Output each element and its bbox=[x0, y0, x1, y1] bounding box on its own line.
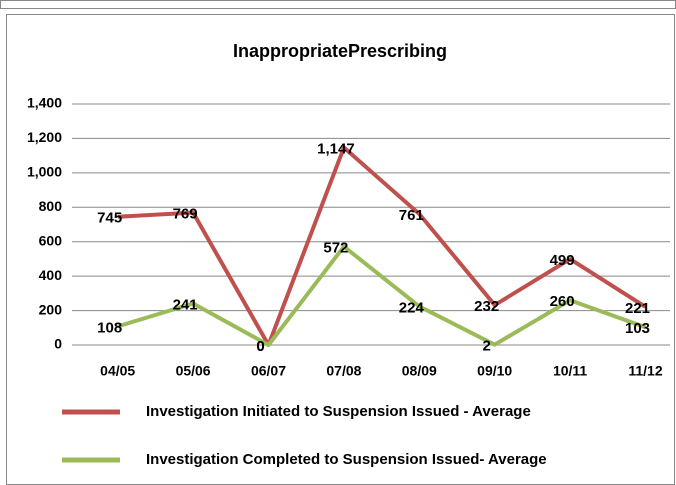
y-tick-label: 0 bbox=[54, 336, 62, 352]
y-tick-label: 800 bbox=[39, 198, 63, 214]
x-tick-label: 06/07 bbox=[251, 363, 286, 379]
data-label: 745 bbox=[97, 210, 122, 227]
x-tick-label: 05/06 bbox=[176, 363, 211, 379]
data-label: 0 bbox=[256, 338, 264, 355]
x-tick-label: 09/10 bbox=[477, 363, 512, 379]
data-label: 221 bbox=[625, 300, 650, 317]
x-tick-label: 08/09 bbox=[402, 363, 437, 379]
legend-label: Investigation Initiated to Suspension Is… bbox=[146, 403, 531, 420]
data-label: 2 bbox=[483, 338, 491, 355]
y-tick-label: 600 bbox=[39, 232, 63, 248]
data-label: 572 bbox=[323, 240, 348, 257]
y-tick-label: 200 bbox=[39, 301, 63, 317]
data-label: 499 bbox=[550, 252, 575, 269]
data-label: 224 bbox=[399, 299, 425, 316]
x-tick-label: 07/08 bbox=[326, 363, 361, 379]
data-label: 1,147 bbox=[317, 141, 355, 158]
y-tick-label: 1,200 bbox=[27, 129, 62, 145]
legend-label: Investigation Completed to Suspension Is… bbox=[146, 451, 547, 468]
x-tick-label: 04/05 bbox=[100, 363, 135, 379]
data-label: 232 bbox=[474, 298, 499, 315]
series-line bbox=[117, 244, 647, 347]
y-tick-label: 1,000 bbox=[27, 164, 62, 180]
data-label: 0 bbox=[256, 338, 264, 355]
data-label: 260 bbox=[550, 293, 575, 310]
y-tick-label: 400 bbox=[39, 267, 63, 283]
y-tick-label: 1,400 bbox=[27, 95, 62, 111]
series-line bbox=[117, 145, 647, 347]
data-label: 761 bbox=[399, 207, 424, 224]
top-frame bbox=[0, 0, 676, 9]
chart-title: InappropriatePrescribing bbox=[233, 41, 447, 61]
data-label: 108 bbox=[97, 319, 122, 336]
x-tick-label: 11/12 bbox=[628, 363, 662, 379]
data-label: 769 bbox=[173, 206, 198, 223]
data-label: 241 bbox=[173, 296, 198, 313]
x-tick-label: 10/11 bbox=[553, 363, 587, 379]
data-label: 103 bbox=[625, 320, 650, 337]
